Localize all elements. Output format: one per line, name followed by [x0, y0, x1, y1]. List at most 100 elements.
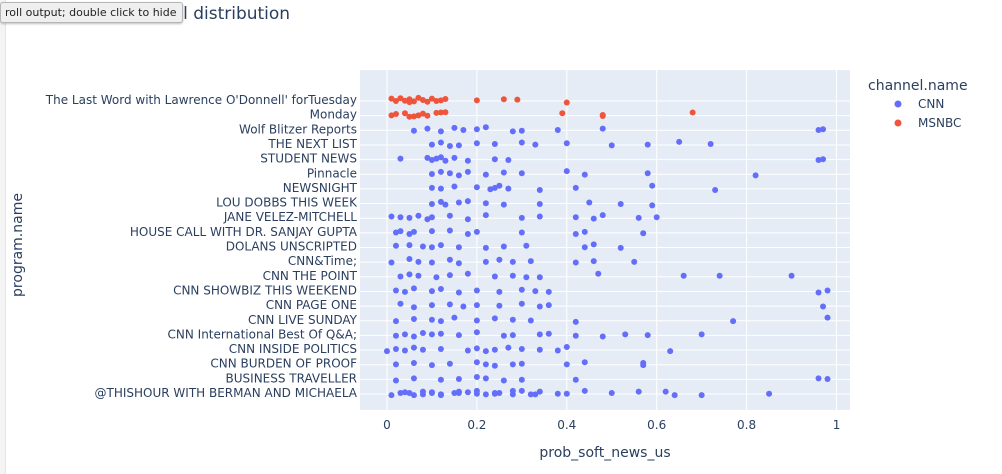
- point-cnn[interactable]: [446, 143, 453, 150]
- point-cnn[interactable]: [527, 317, 534, 324]
- point-cnn[interactable]: [482, 212, 489, 219]
- point-cnn[interactable]: [554, 390, 561, 397]
- point-cnn[interactable]: [532, 141, 539, 148]
- point-cnn[interactable]: [388, 213, 395, 220]
- point-cnn[interactable]: [464, 216, 471, 223]
- point-cnn[interactable]: [500, 169, 507, 176]
- point-cnn[interactable]: [442, 157, 449, 164]
- point-cnn[interactable]: [491, 362, 498, 369]
- point-cnn[interactable]: [392, 377, 399, 384]
- point-cnn[interactable]: [415, 258, 422, 265]
- point-msnbc[interactable]: [406, 113, 413, 120]
- legend-label-cnn[interactable]: CNN: [918, 97, 944, 111]
- point-cnn[interactable]: [428, 390, 435, 396]
- point-msnbc[interactable]: [424, 112, 431, 119]
- point-cnn[interactable]: [397, 155, 404, 162]
- point-cnn[interactable]: [712, 187, 719, 193]
- point-cnn[interactable]: [608, 142, 615, 149]
- point-cnn[interactable]: [820, 156, 827, 163]
- point-msnbc[interactable]: [559, 110, 566, 117]
- point-cnn[interactable]: [581, 244, 588, 251]
- point-cnn[interactable]: [491, 390, 498, 396]
- point-cnn[interactable]: [428, 244, 435, 251]
- point-cnn[interactable]: [460, 303, 467, 310]
- point-cnn[interactable]: [563, 361, 570, 368]
- point-cnn[interactable]: [415, 272, 422, 279]
- point-cnn[interactable]: [586, 199, 593, 206]
- point-msnbc[interactable]: [500, 96, 507, 103]
- point-cnn[interactable]: [572, 259, 579, 266]
- point-msnbc[interactable]: [415, 112, 422, 119]
- point-cnn[interactable]: [392, 287, 399, 294]
- point-cnn[interactable]: [788, 272, 795, 279]
- point-cnn[interactable]: [473, 373, 480, 380]
- point-cnn[interactable]: [401, 347, 408, 354]
- point-cnn[interactable]: [644, 332, 651, 339]
- point-cnn[interactable]: [397, 273, 404, 280]
- point-cnn[interactable]: [649, 182, 656, 189]
- point-cnn[interactable]: [554, 347, 561, 354]
- point-cnn[interactable]: [455, 289, 462, 296]
- point-cnn[interactable]: [473, 317, 480, 324]
- point-cnn[interactable]: [473, 126, 480, 133]
- point-cnn[interactable]: [509, 316, 516, 323]
- point-cnn[interactable]: [617, 244, 624, 251]
- point-cnn[interactable]: [437, 128, 444, 135]
- point-cnn[interactable]: [424, 216, 431, 223]
- point-cnn[interactable]: [635, 388, 642, 395]
- point-cnn[interactable]: [518, 376, 525, 383]
- point-cnn[interactable]: [410, 392, 417, 399]
- point-cnn[interactable]: [581, 387, 588, 394]
- point-cnn[interactable]: [437, 242, 444, 249]
- point-cnn[interactable]: [572, 318, 579, 325]
- point-cnn[interactable]: [572, 184, 579, 191]
- point-cnn[interactable]: [437, 168, 444, 175]
- point-cnn[interactable]: [518, 300, 525, 307]
- point-cnn[interactable]: [455, 199, 462, 206]
- point-cnn[interactable]: [428, 170, 435, 177]
- point-cnn[interactable]: [608, 390, 615, 396]
- point-cnn[interactable]: [824, 314, 831, 321]
- point-cnn[interactable]: [653, 214, 660, 221]
- point-msnbc[interactable]: [442, 95, 449, 102]
- point-cnn[interactable]: [590, 215, 597, 222]
- point-cnn[interactable]: [428, 184, 435, 191]
- point-cnn[interactable]: [401, 331, 408, 338]
- point-cnn[interactable]: [563, 168, 570, 175]
- point-cnn[interactable]: [599, 125, 606, 132]
- point-cnn[interactable]: [599, 333, 606, 340]
- legend-marker-cnn[interactable]: [894, 100, 902, 108]
- point-cnn[interactable]: [437, 391, 444, 398]
- point-cnn[interactable]: [392, 361, 399, 368]
- point-cnn[interactable]: [644, 170, 651, 177]
- point-cnn[interactable]: [815, 375, 822, 382]
- output-gutter[interactable]: [0, 0, 6, 474]
- point-cnn[interactable]: [455, 260, 462, 267]
- point-cnn[interactable]: [536, 388, 543, 395]
- point-cnn[interactable]: [464, 347, 471, 354]
- point-cnn[interactable]: [451, 314, 458, 321]
- point-cnn[interactable]: [397, 228, 404, 235]
- point-cnn[interactable]: [680, 272, 687, 279]
- point-cnn[interactable]: [455, 172, 462, 179]
- point-msnbc[interactable]: [410, 113, 417, 120]
- point-cnn[interactable]: [410, 285, 417, 292]
- point-cnn[interactable]: [527, 391, 534, 398]
- point-msnbc[interactable]: [437, 109, 444, 116]
- point-cnn[interactable]: [428, 302, 435, 309]
- point-cnn[interactable]: [437, 286, 444, 293]
- point-cnn[interactable]: [437, 376, 444, 383]
- point-cnn[interactable]: [437, 154, 444, 161]
- point-cnn[interactable]: [406, 390, 413, 396]
- point-cnn[interactable]: [707, 140, 714, 147]
- point-cnn[interactable]: [536, 303, 543, 310]
- point-cnn[interactable]: [455, 376, 462, 383]
- point-msnbc[interactable]: [392, 110, 399, 117]
- point-cnn[interactable]: [509, 387, 516, 394]
- point-cnn[interactable]: [383, 348, 390, 355]
- point-cnn[interactable]: [491, 156, 498, 163]
- point-cnn[interactable]: [815, 289, 822, 296]
- point-cnn[interactable]: [428, 288, 435, 295]
- point-cnn[interactable]: [518, 360, 525, 367]
- point-cnn[interactable]: [433, 274, 440, 281]
